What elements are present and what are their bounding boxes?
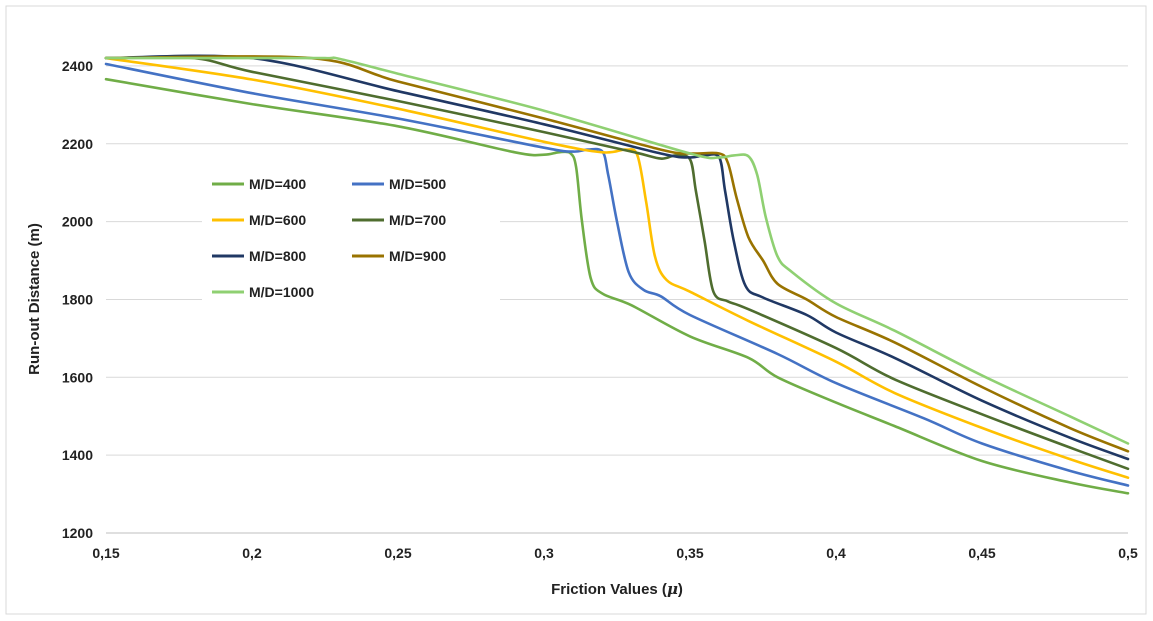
y-axis: 1200 1400 1600 1800 2000 2200 2400 [62,58,93,541]
y-tick-label: 1600 [62,369,93,385]
y-tick-label: 2200 [62,136,93,152]
x-tick-label: 0,45 [968,545,995,561]
series-line-m-d-900 [104,55,1130,453]
y-tick-label: 1400 [62,447,93,463]
y-tick-label: 1200 [62,525,93,541]
legend-label-m-d-900: M/D=900 [389,248,446,264]
series-line-m-d-1000 [104,56,1130,445]
series-line-m-d-500 [104,62,1130,487]
legend-label-m-d-400: M/D=400 [249,176,306,192]
x-tick-label: 0,5 [1118,545,1138,561]
y-tick-label: 2000 [62,214,93,230]
x-tick-label: 0,25 [384,545,411,561]
y-tick-label: 2400 [62,58,93,74]
legend: M/D=400 M/D=500 M/D=600 M/D=700 M/D=800 M/D=9… [212,176,446,300]
series-line-m-d-600 [104,56,1130,479]
x-axis: 0,15 0,2 0,25 0,3 0,35 0,4 0,45 0,5 [92,532,1138,561]
x-tick-label: 0,35 [676,545,703,561]
legend-label-m-d-800: M/D=800 [249,248,306,264]
chart-border [5,5,1147,615]
x-tick-label: 0,3 [534,545,554,561]
legend-box [202,168,500,308]
series-lines [104,54,1130,495]
x-axis-title: Friction Values (μ) [551,580,683,598]
y-tick-label: 1800 [62,291,93,307]
y-axis-title: Run-out Distance (m) [26,223,43,375]
legend-label-m-d-700: M/D=700 [389,212,446,228]
legend-label-m-d-1000: M/D=1000 [249,284,314,300]
series-line-m-d-800 [104,54,1130,461]
x-tick-label: 0,2 [242,545,262,561]
series-line-m-d-700 [104,55,1130,471]
legend-label-m-d-500: M/D=500 [389,176,446,192]
series-line-m-d-400 [104,77,1130,495]
legend-label-m-d-600: M/D=600 [249,212,306,228]
x-tick-label: 0,15 [92,545,119,561]
x-tick-label: 0,4 [826,545,846,561]
